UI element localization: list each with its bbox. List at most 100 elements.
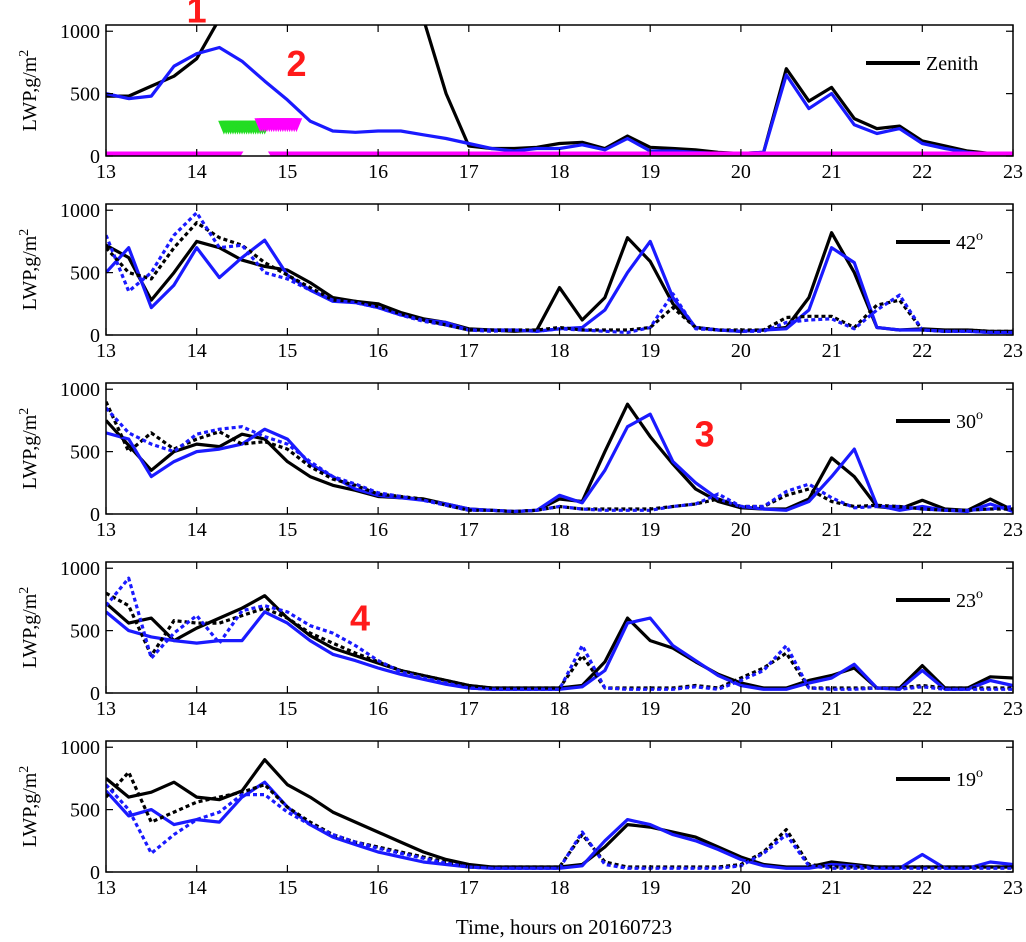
x-tick-label: 23 <box>1003 519 1023 541</box>
x-tick-label: 20 <box>731 519 751 541</box>
series-group <box>106 25 1013 156</box>
x-tick-label: 14 <box>187 519 207 541</box>
x-tick-label: 16 <box>368 698 388 720</box>
y-tick-label: 0 <box>90 862 100 884</box>
legend-label-sup: o <box>976 408 983 423</box>
x-tick-label: 23 <box>1003 698 1023 720</box>
magenta-marker <box>231 151 244 156</box>
legend: 19o <box>896 766 983 791</box>
legend-label: 23o <box>956 587 983 612</box>
plot-area <box>106 25 1013 156</box>
y-axis-label-sup: 2 <box>17 229 32 236</box>
x-tick-label: 23 <box>1003 340 1023 362</box>
y-tick-label: 0 <box>90 683 100 705</box>
y-tick-label: 500 <box>70 621 100 643</box>
y-axis-label-text: LWP,g/m <box>19 235 41 310</box>
x-tick-label: 13 <box>96 161 116 183</box>
y-axis-label-text: LWP,g/m <box>19 593 41 668</box>
y-tick-label: 0 <box>90 146 100 168</box>
x-tick-label: 22 <box>912 340 932 362</box>
y-tick-label: 1000 <box>60 21 100 43</box>
x-tick-label: 15 <box>277 877 297 899</box>
x-tick-label: 15 <box>277 698 297 720</box>
y-tick-label: 1000 <box>60 737 100 759</box>
x-tick-label: 20 <box>731 161 751 183</box>
annotation-2: 2 <box>286 43 306 84</box>
x-tick-label: 17 <box>459 340 479 362</box>
x-tick-label: 20 <box>731 877 751 899</box>
x-tick-label: 19 <box>640 161 660 183</box>
legend-label: 42o <box>956 229 983 254</box>
x-tick-label: 16 <box>368 340 388 362</box>
x-tick-label: 16 <box>368 877 388 899</box>
series-line-dashed-blue <box>106 406 1013 514</box>
x-tick-label: 13 <box>96 519 116 541</box>
legend: 23o <box>896 587 983 612</box>
x-tick-label: 18 <box>550 698 570 720</box>
x-tick-label: 16 <box>368 519 388 541</box>
x-tick-label: 19 <box>640 519 660 541</box>
plot-area <box>106 741 1013 872</box>
annotations-layer: 1 2 3 4 <box>187 0 715 639</box>
legend-label-text: 42 <box>956 232 976 254</box>
x-tick-label: 22 <box>912 519 932 541</box>
x-tick-label: 23 <box>1003 877 1023 899</box>
x-tick-label: 17 <box>459 161 479 183</box>
annotation-4: 4 <box>350 598 370 639</box>
y-axis-label-sup: 2 <box>17 50 32 57</box>
x-tick-label: 21 <box>822 161 842 183</box>
annotation-1: 1 <box>187 0 207 31</box>
panel-2: 13 14 15 16 17 18 19 20 21 22 23 0 500 1000 LWP,g/m2 42… <box>17 200 1023 362</box>
panel-5: 13 14 15 16 17 18 19 20 21 22 23 0 500 1000 LWP,g/m2 19… <box>17 737 1023 899</box>
series-line-solid-blue <box>106 412 1013 514</box>
legend: Zenith <box>866 53 978 75</box>
x-tick-label: 21 <box>822 340 842 362</box>
legend: 42o <box>896 229 983 254</box>
marker <box>290 118 303 133</box>
x-tick-label: 18 <box>550 519 570 541</box>
x-tick-label: 22 <box>912 698 932 720</box>
y-tick-label: 1000 <box>60 558 100 580</box>
x-tick-label: 13 <box>96 877 116 899</box>
x-tick-label: 19 <box>640 340 660 362</box>
legend-label-text: 30 <box>956 411 976 433</box>
y-axis-label-text: LWP,g/m <box>19 772 41 847</box>
panel-4: 13 14 15 16 17 18 19 20 21 22 23 0 500 1000 LWP,g/m2 23… <box>17 558 1023 720</box>
x-tick-label: 23 <box>1003 161 1023 183</box>
series-line-solid-black <box>106 402 1013 514</box>
y-tick-label: 1000 <box>60 200 100 222</box>
x-tick-label: 18 <box>550 340 570 362</box>
x-axis-label: Time, hours on 20160723 <box>456 915 672 939</box>
plot-area <box>106 383 1013 514</box>
x-tick-label: 22 <box>912 877 932 899</box>
y-axis-label: LWP,g/m2 <box>17 766 41 848</box>
x-tick-label: 22 <box>912 161 932 183</box>
legend-label-sup: o <box>976 587 983 602</box>
y-axis-label: LWP,g/m2 <box>17 587 41 669</box>
legend-label: Zenith <box>926 53 978 75</box>
y-tick-label: 500 <box>70 84 100 106</box>
y-axis-label: LWP,g/m2 <box>17 408 41 490</box>
x-tick-label: 21 <box>822 877 842 899</box>
x-tick-label: 19 <box>640 877 660 899</box>
x-tick-label: 20 <box>731 340 751 362</box>
y-tick-label: 500 <box>70 442 100 464</box>
legend-label-text: 23 <box>956 590 976 612</box>
y-tick-label: 0 <box>90 325 100 347</box>
x-tick-label: 17 <box>459 877 479 899</box>
y-axis-label: LWP,g/m2 <box>17 50 41 132</box>
magenta-marker-series <box>106 151 1013 156</box>
legend: 30o <box>896 408 983 433</box>
y-axis-label: LWP,g/m2 <box>17 229 41 311</box>
x-tick-label: 18 <box>550 161 570 183</box>
series-line-dashed-black <box>106 221 1013 333</box>
y-tick-label: 0 <box>90 504 100 526</box>
x-tick-label: 14 <box>187 877 207 899</box>
legend-label-sup: o <box>976 229 983 244</box>
legend-label-text: 19 <box>956 769 976 791</box>
y-tick-label: 1000 <box>60 379 100 401</box>
x-tick-label: 17 <box>459 519 479 541</box>
y-axis-label-sup: 2 <box>17 766 32 773</box>
x-tick-label: 13 <box>96 340 116 362</box>
